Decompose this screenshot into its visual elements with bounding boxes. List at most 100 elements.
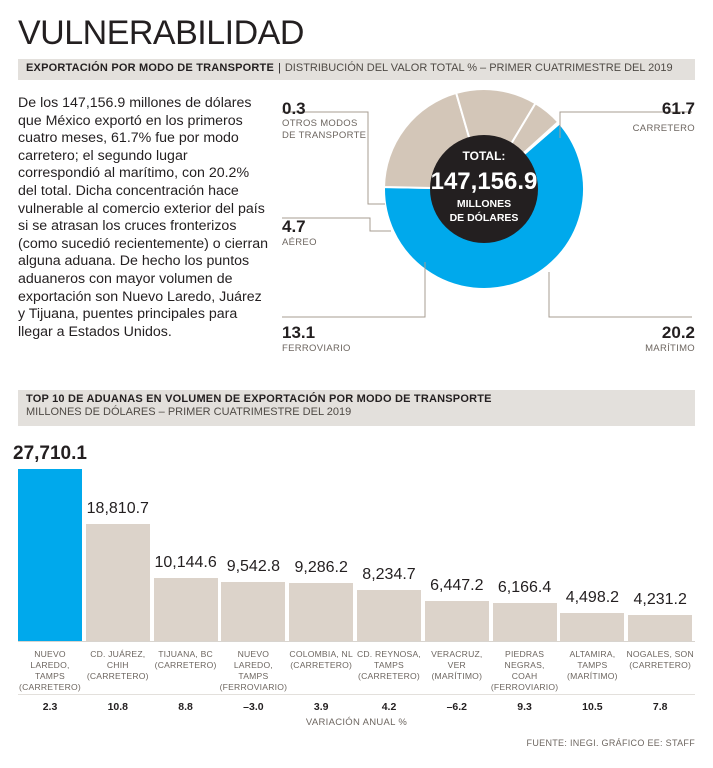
bar-category-line: TAMPS (238, 671, 269, 681)
donut-value-label-1: 61.7 (661, 99, 695, 118)
bar-category-line: NEGRAS, COAH (504, 660, 545, 681)
bar-category-line: VERACRUZ, VER (431, 649, 483, 670)
section-heading-light: DISTRIBUCIÓN DEL VALOR TOTAL % – PRIMER … (284, 62, 673, 74)
donut-value-label-3: 13.1 (282, 323, 316, 342)
bar-3 (153, 578, 218, 641)
bar-value-label-5: 9,286.2 (294, 559, 348, 577)
bar-6 (357, 589, 421, 641)
section-header-top10: TOP 10 DE ADUANAS EN VOLUMEN DE EXPORTAC… (18, 390, 695, 426)
bar-1 (18, 469, 82, 641)
bar-value-label-8: 6,166.4 (497, 578, 552, 596)
bar-category-label-2: CD. JUÁREZ, CHIH (CARRETERO) (84, 649, 152, 682)
bar-4 (221, 581, 286, 641)
variation-value-7: –6.2 (446, 701, 468, 713)
bar-category-line: (MARÍTIMO) (431, 671, 483, 681)
bar-category-line: PIEDRAS (505, 649, 545, 659)
donut-center-total-value: 147,156.9 (431, 168, 538, 195)
bar-category-line: NOGALES, SON (626, 649, 694, 659)
donut-category-label-3: FERROVIARIO (282, 343, 351, 354)
bar-value-label-4: 9,542.8 (226, 557, 281, 575)
donut-leader-line-3 (282, 262, 426, 318)
variation-value-10: 7.8 (652, 701, 668, 713)
donut-category-label-1: CARRETERO (632, 123, 695, 134)
bar-category-line: (CARRETERO) (19, 682, 81, 692)
variation-value-3: 8.8 (178, 701, 193, 713)
donut-category-label-4: AÉREO (282, 237, 317, 248)
donut-value-label-2: 20.2 (661, 323, 695, 342)
bar-category-line: ALTAMIRA, (569, 649, 616, 659)
bar-category-line: (CARRETERO) (154, 660, 217, 670)
bar-category-line: (CARRETERO) (86, 671, 149, 681)
bar-category-line: TAMPS (35, 671, 65, 681)
donut-center-disc (430, 135, 538, 243)
bar-category-label-1: NUEVO LAREDO, TAMPS (CARRETERO) (16, 649, 84, 693)
heading-separator: | (278, 62, 281, 74)
section-header-transport: EXPORTACIÓN POR MODO DE TRANSPORTE | DISTR… (18, 59, 695, 80)
bar-category-line: (MARÍTIMO) (567, 671, 618, 681)
bar-category-line: (CARRETERO) (358, 671, 420, 681)
bar-category-line: CD. JUÁREZ, (90, 649, 146, 659)
bar-7 (424, 600, 489, 641)
variation-value-9: 10.5 (582, 701, 603, 713)
bar-category-label-4: NUEVO LAREDO, TAMPS (FERROVIARIO) (219, 649, 287, 693)
bar-category-label-5: COLOMBIA, NL (CARRETERO) (287, 649, 355, 671)
variation-value-2: 10.8 (107, 701, 129, 713)
donut-category-label-5: OTROS MODOS DE TRANSPORTE (282, 118, 367, 141)
bar-category-line: (FERROVIARIO) (219, 682, 288, 692)
intro-paragraph: De los 147,156.9 millones de dólares que… (18, 95, 268, 340)
donut-chart: TOTAL: 147,156.9 MILLONES DE DÓLARES (282, 88, 692, 318)
bar-category-label-8: PIEDRAS NEGRAS, COAH (FERROVIARIO) (491, 649, 559, 693)
bar-category-line: TIJUANA, BC (158, 649, 213, 659)
bar-value-label-3: 10,144.6 (154, 554, 217, 572)
bar-category-line: NUEVO LAREDO, (30, 649, 70, 670)
bar-value-label-9: 4,498.2 (565, 589, 620, 607)
bar-10 (628, 614, 693, 641)
variation-value-6: 4.2 (381, 701, 397, 713)
bar-category-label-10: NOGALES, SON (CARRETERO) (626, 649, 694, 671)
bar-category-line: TAMPS (577, 660, 608, 670)
donut-center-unit-2: DE DÓLARES (450, 211, 519, 224)
bar-2 (85, 524, 150, 641)
top10-subheading: MILLONES DE DÓLARES – PRIMER CUATRIMESTR… (26, 406, 352, 418)
donut-value-label-4: 4.7 (282, 217, 306, 236)
donut-leader-line-5 (282, 111, 385, 205)
donut-value-label-5: 0.3 (282, 99, 306, 118)
donut-category-label-2: MARÍTIMO (645, 343, 695, 354)
donut-leader-line-2 (548, 272, 692, 318)
bar-category-line: (CARRETERO) (629, 660, 692, 670)
donut-leader-line-4 (282, 217, 391, 232)
bar-value-label-7: 6,447.2 (430, 576, 484, 594)
bar-category-label-6: CD. REYNOSA, TAMPS (CARRETERO) (355, 649, 423, 682)
variation-value-8: 9.3 (517, 701, 532, 713)
bar-value-label-2: 18,810.7 (86, 500, 149, 518)
top10-heading: TOP 10 DE ADUANAS EN VOLUMEN DE EXPORTAC… (26, 393, 492, 405)
bar-category-line: (CARRETERO) (290, 660, 353, 670)
bar-value-label-6: 8,234.7 (362, 565, 416, 583)
bar-category-line: NUEVO LAREDO, (233, 649, 273, 670)
bar-category-line: COLOMBIA, NL (289, 649, 353, 659)
bar-category-label-7: VERACRUZ, VER (MARÍTIMO) (423, 649, 491, 682)
donut-leader-line-1 (559, 111, 692, 138)
bar-category-label-9: ALTAMIRA, TAMPS (MARÍTIMO) (558, 649, 626, 682)
page-title: VULNERABILIDAD (18, 14, 304, 52)
bar-8 (492, 602, 557, 641)
bar-category-line: CD. REYNOSA, (357, 649, 421, 659)
variation-divider (18, 694, 695, 695)
bar-category-line: CHIH (106, 660, 129, 670)
donut-center-unit-1: MILLONES (457, 198, 511, 210)
variation-value-5: 3.9 (313, 701, 329, 713)
bar-category-line: TAMPS (374, 660, 404, 670)
bar-value-label-10: 4,231.2 (633, 590, 687, 608)
bar-chart-baseline (18, 641, 695, 642)
bar-5 (289, 583, 354, 641)
bar-value-label-1: 27,710.1 (13, 443, 87, 464)
bar-category-label-3: TIJUANA, BC (CARRETERO) (152, 649, 220, 671)
bar-9 (560, 613, 625, 641)
variation-value-1: 2.3 (42, 701, 58, 713)
donut-center-total-label: TOTAL: (463, 149, 506, 163)
variation-label: VARIACIÓN ANUAL % (305, 717, 408, 728)
source-credit: FUENTE: INEGI. GRÁFICO EE: STAFF (526, 738, 695, 748)
variation-value-4: –3.0 (243, 701, 264, 713)
section-heading-bold: EXPORTACIÓN POR MODO DE TRANSPORTE (26, 62, 274, 74)
bar-category-line: (FERROVIARIO) (490, 682, 559, 692)
